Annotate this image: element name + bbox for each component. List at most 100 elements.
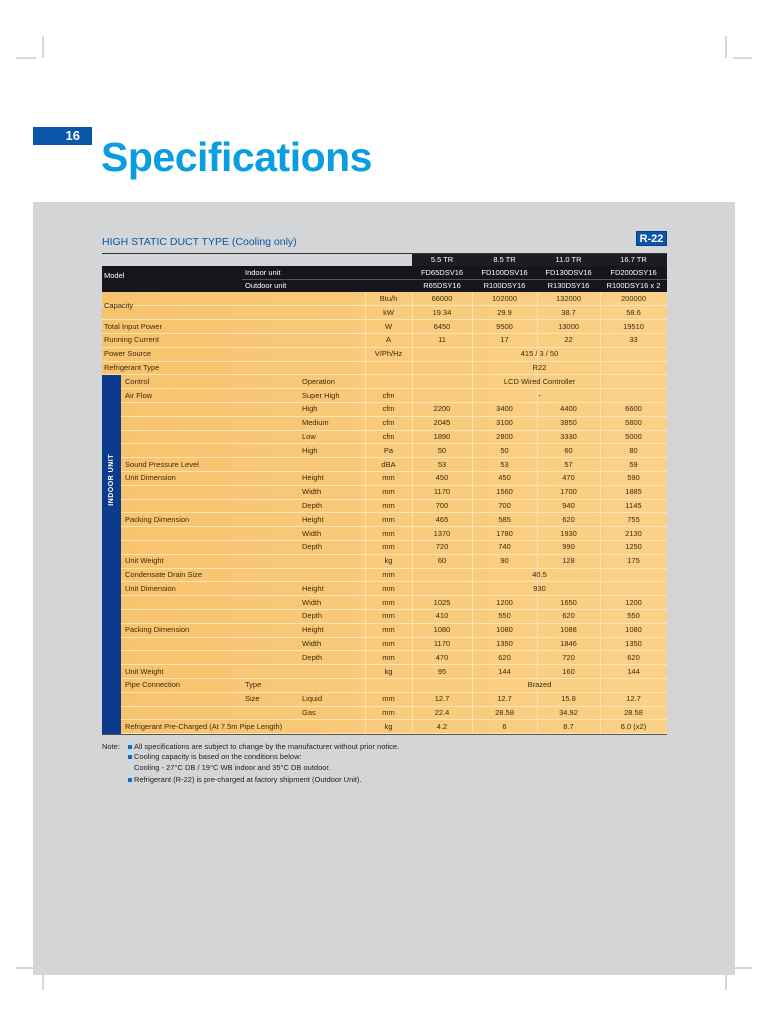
unit: mm: [382, 501, 395, 510]
unit: mm: [382, 542, 395, 552]
value-cell: 144: [498, 666, 511, 676]
row-rule: [121, 581, 667, 583]
section-heading: HIGH STATIC DUCT TYPE (Cooling only): [102, 236, 297, 248]
value-cell: 6600: [625, 404, 642, 414]
page-title: Specifications: [101, 134, 372, 180]
table-bottom-rule: [102, 733, 667, 735]
value-cell: 1890: [433, 432, 451, 441]
value-cell: 470: [435, 652, 449, 662]
value-cell: 13000: [558, 321, 579, 331]
model-label: Model: [104, 271, 125, 280]
row-sublabel: High: [302, 445, 318, 455]
value-cell: 1145: [625, 501, 642, 510]
row-label: Sound Pressure Level: [125, 459, 199, 469]
value-cell: 1080: [496, 625, 513, 635]
value-cell: 3330: [560, 432, 577, 441]
unit: mm: [382, 473, 395, 483]
value-cell: 620: [562, 514, 575, 524]
row-rule: [102, 360, 667, 362]
value-cell: 8.7: [563, 721, 574, 731]
merged-value: LCD Wired Controller: [503, 376, 576, 386]
merged-value: 930: [533, 583, 546, 593]
value-cell: 1780: [496, 528, 513, 538]
value-cell: 33: [629, 335, 638, 345]
unit: mm: [382, 652, 395, 662]
value-cell: 38.7: [561, 307, 576, 317]
row-rule: [121, 526, 667, 528]
value-cell: 450: [498, 473, 511, 483]
value-cell: 1025: [433, 597, 451, 607]
row-sublabel: Height: [302, 473, 324, 483]
value-cell: 3100: [496, 418, 513, 428]
header-cell: 16.7 TR: [620, 255, 647, 264]
value-cell: 12.7: [497, 694, 512, 704]
row-sublabel: Super High: [302, 390, 340, 400]
value-cell: 1170: [433, 487, 451, 497]
value-cell: 50: [500, 445, 509, 455]
outdoor-label: Outdoor unit: [245, 281, 287, 290]
value-cell: 28.58: [624, 708, 643, 717]
value-cell: 60: [437, 556, 447, 566]
row-sublabel: Width: [302, 487, 322, 497]
row-rule: [121, 457, 667, 459]
value-cell: 1080: [433, 625, 451, 635]
value-cell: 700: [498, 501, 511, 510]
value-cell: 2800: [496, 432, 513, 441]
unit: kW: [383, 307, 394, 317]
row-rule: [121, 622, 667, 624]
unit: dBA: [381, 459, 396, 469]
unit: mm: [382, 639, 395, 648]
row-sublabel: High: [302, 404, 318, 414]
row-rule: [121, 484, 667, 486]
header-rule: [242, 279, 667, 280]
row-sublabel: Gas: [302, 708, 316, 717]
note-text: Refrigerant (R-22) is pre-charged at fac…: [134, 775, 362, 784]
value-cell: 144: [627, 666, 640, 676]
value-cell: 720: [562, 652, 575, 662]
value-cell: 95: [437, 666, 447, 676]
row-sublabel: Height: [302, 514, 324, 524]
value-cell: 620: [627, 652, 640, 662]
value-cell: 700: [435, 501, 449, 510]
row-label: Refrigerant Pre-Charged (At 7.5m Pipe Le…: [125, 721, 283, 731]
value-cell: 53: [437, 459, 447, 469]
unit: cfm: [382, 418, 395, 428]
header-rule: [102, 253, 667, 254]
unit: W: [384, 321, 393, 331]
value-cell: 29.9: [497, 307, 512, 317]
row-sublabel: Medium: [302, 418, 329, 428]
row-sublabel: Depth: [302, 542, 323, 552]
note-bullet: [128, 745, 132, 749]
row-label: Packing Dimension: [125, 625, 190, 635]
header-bg: [412, 253, 667, 266]
section-bar: [102, 581, 121, 735]
row-rule: [121, 705, 667, 707]
unit: mm: [382, 583, 395, 593]
row-sublabel: Liquid: [302, 694, 323, 704]
value-cell: 755: [627, 514, 640, 524]
row-rule: [121, 415, 667, 417]
row-rule: [102, 374, 667, 376]
row-label: Total Input Power: [104, 321, 162, 331]
value-cell: 34.92: [559, 708, 578, 717]
value-cell: 175: [627, 556, 640, 566]
row-rule: [121, 719, 667, 721]
row-sublabel: Depth: [302, 611, 323, 621]
row-label: Pipe Connection: [125, 680, 181, 690]
value-cell: 17: [500, 335, 509, 345]
value-cell: 160: [562, 666, 575, 676]
value-cell: 2200: [433, 404, 451, 414]
merged-value: 40.5: [532, 570, 547, 579]
value-cell: 90: [500, 556, 509, 566]
row-sublabel: Depth: [302, 652, 323, 662]
row-sublabel: Height: [302, 583, 324, 593]
row-rule: [121, 677, 667, 679]
value-cell: 11: [438, 335, 446, 345]
value-cell: 1250: [625, 542, 642, 552]
unit: mm: [382, 708, 395, 717]
header-cell: 11.0 TR: [555, 255, 582, 264]
row-label: Air Flow: [125, 390, 153, 400]
row-rule: [121, 595, 667, 597]
row-sublabel: Low: [302, 432, 316, 441]
